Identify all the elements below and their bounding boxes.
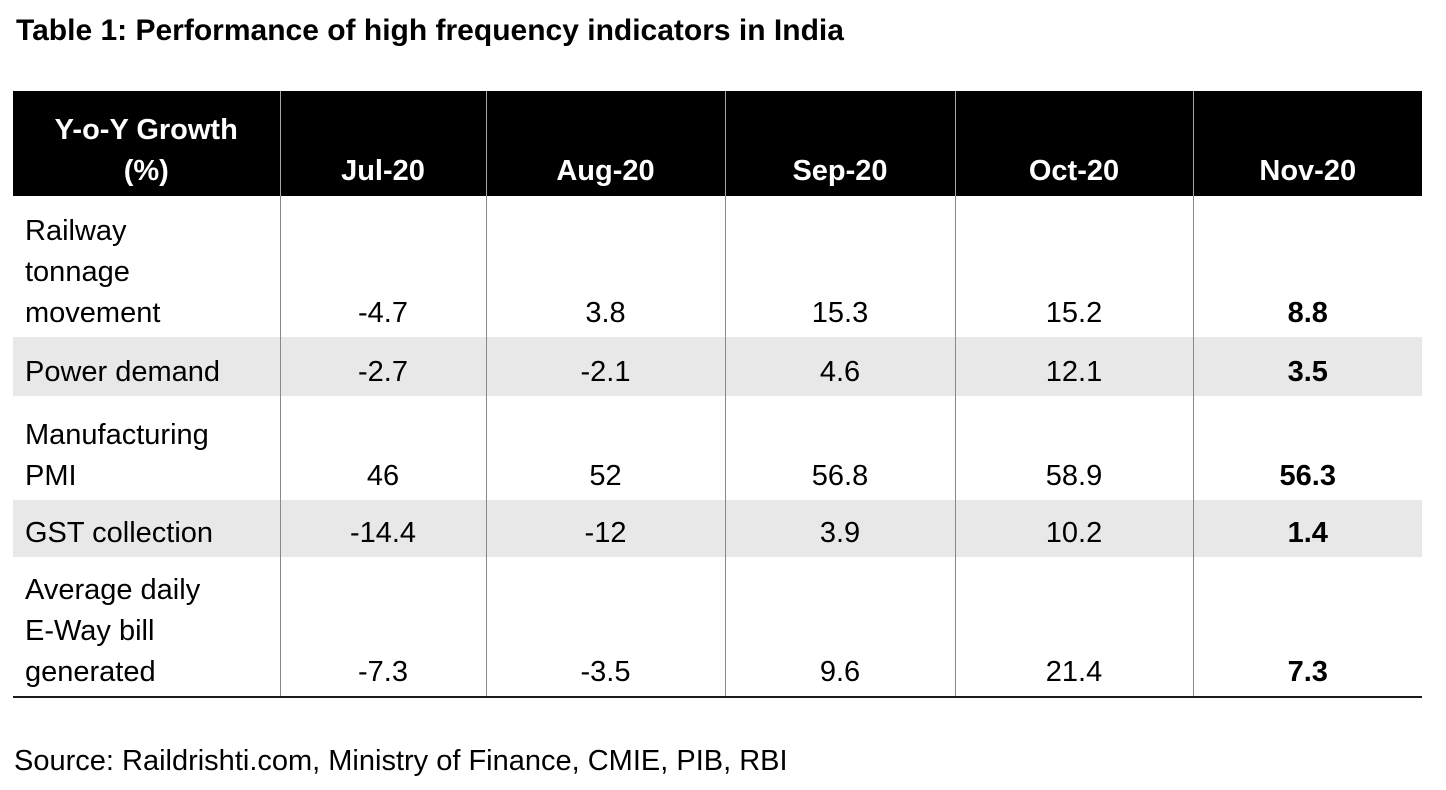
cell-value: 3.8 <box>485 196 725 337</box>
cell-value: -12 <box>485 500 725 557</box>
cell-value: -2.1 <box>485 337 725 396</box>
cell-value: 4.6 <box>724 337 955 396</box>
cell-value: 10.2 <box>954 500 1193 557</box>
row-label: GST collection <box>13 500 280 557</box>
cell-value: -14.4 <box>279 500 486 557</box>
cell-value: 12.1 <box>954 337 1193 396</box>
cell-value: 9.6 <box>724 557 955 698</box>
table-header: Y-o-Y Growth (%) Jul-20 Aug-20 Sep-20 Oc… <box>13 91 1422 196</box>
table-title: Table 1: Performance of high frequency i… <box>16 14 844 47</box>
row-label: Railway tonnage movement <box>25 215 161 329</box>
cell-value: 3.5 <box>1192 337 1422 396</box>
cell-value: 1.4 <box>1192 500 1422 557</box>
header-oct-20: Oct-20 <box>954 91 1193 196</box>
page: Table 1: Performance of high frequency i… <box>0 14 1446 790</box>
table-body: Railway tonnage movement -4.7 3.8 15.3 1… <box>13 196 1422 698</box>
table-row-manufacturing-pmi: Manufacturing PMI 46 52 56.8 58.9 56.3 <box>13 396 1422 500</box>
cell-value: -4.7 <box>279 196 486 337</box>
cell-value: 52 <box>485 396 725 500</box>
table-row-gst-collection: GST collection -14.4 -12 3.9 10.2 1.4 <box>13 500 1422 557</box>
cell-value: 7.3 <box>1192 557 1422 698</box>
header-yoy-growth: Y-o-Y Growth (%) <box>13 91 280 196</box>
cell-value: 56.8 <box>724 396 955 500</box>
table-row-railway-tonnage: Railway tonnage movement -4.7 3.8 15.3 1… <box>13 196 1422 337</box>
cell-value: 15.2 <box>954 196 1193 337</box>
row-label: Average daily E-Way bill generated <box>13 557 280 698</box>
cell-value: 8.8 <box>1192 196 1422 337</box>
header-jul-20: Jul-20 <box>279 91 486 196</box>
table-row-eway-bill: Average daily E-Way bill generated -7.3 … <box>13 557 1422 698</box>
header-nov-20: Nov-20 <box>1192 91 1422 196</box>
cell-value: -2.7 <box>279 337 486 396</box>
cell-value: 21.4 <box>954 557 1193 698</box>
cell-value: -3.5 <box>485 557 725 698</box>
cell-value: 56.3 <box>1192 396 1422 500</box>
row-label: Power demand <box>13 337 280 396</box>
header-sep-20: Sep-20 <box>724 91 955 196</box>
header-row: Y-o-Y Growth (%) Jul-20 Aug-20 Sep-20 Oc… <box>13 91 1422 196</box>
source-note: Source: Raildrishti.com, Ministry of Fin… <box>14 745 788 777</box>
cell-value: 15.3 <box>724 196 955 337</box>
cell-value: -7.3 <box>279 557 486 698</box>
indicators-table: Y-o-Y Growth (%) Jul-20 Aug-20 Sep-20 Oc… <box>13 91 1422 698</box>
header-aug-20: Aug-20 <box>485 91 725 196</box>
row-label: Manufacturing PMI <box>25 419 209 492</box>
cell-value: 58.9 <box>954 396 1193 500</box>
cell-value: 3.9 <box>724 500 955 557</box>
cell-value: 46 <box>279 396 486 500</box>
table-row-power-demand: Power demand -2.7 -2.1 4.6 12.1 3.5 <box>13 337 1422 396</box>
